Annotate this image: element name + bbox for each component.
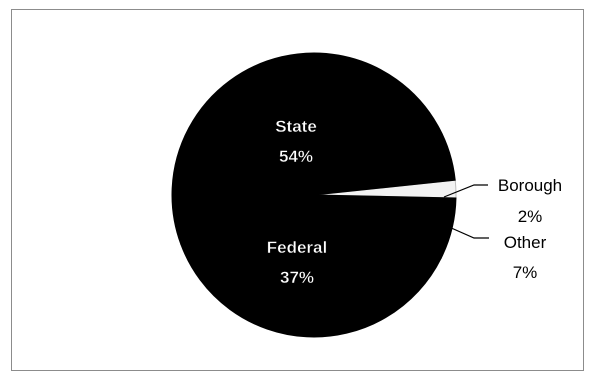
pie-chart: State 54% Federal 37% Borough 2% Other 7… — [171, 52, 562, 338]
slice-pct-federal: 37% — [280, 268, 314, 287]
slice-label-state: State — [275, 117, 317, 136]
pie-slices — [171, 52, 457, 338]
pie-slice-federal — [180, 194, 442, 338]
leader-line-borough — [443, 184, 488, 198]
chart-frame: State 54% Federal 37% Borough 2% Other 7… — [11, 9, 584, 371]
slice-label-borough: Borough — [498, 176, 562, 195]
leader-lines — [439, 184, 489, 239]
slice-pct-borough: 2% — [518, 207, 543, 226]
slice-label-other: Other — [504, 233, 547, 252]
slice-pct-state: 54% — [279, 147, 313, 166]
slice-label-federal: Federal — [267, 238, 327, 257]
slice-pct-other: 7% — [513, 263, 538, 282]
leader-line-other — [439, 222, 489, 239]
pie-slice-state — [171, 52, 456, 246]
